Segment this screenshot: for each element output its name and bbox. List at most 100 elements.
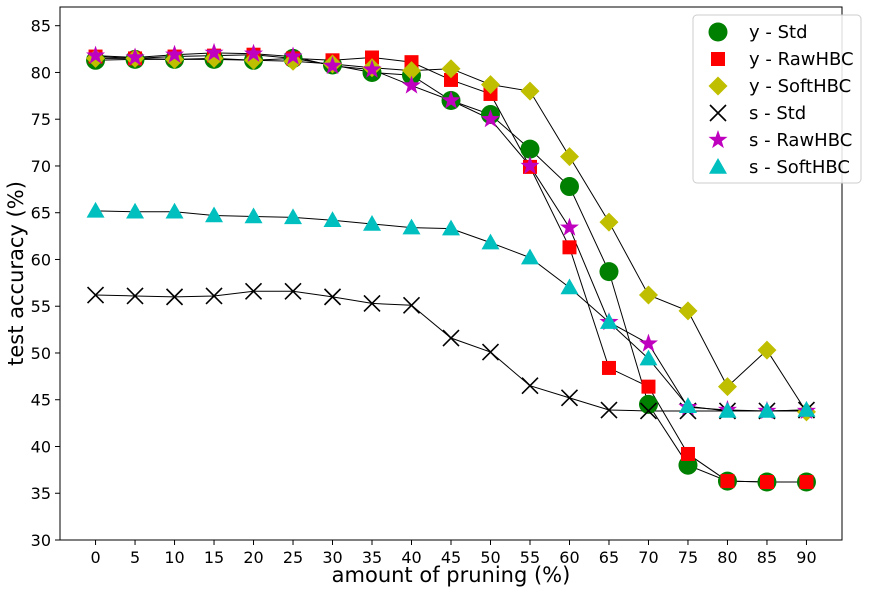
- data-point: [323, 211, 342, 227]
- x-tick-label: 85: [757, 548, 777, 567]
- data-point: [520, 155, 540, 175]
- x-tick-label: 80: [717, 548, 737, 567]
- data-point: [86, 286, 105, 304]
- data-point: [638, 333, 658, 352]
- y-tick-label: 45: [31, 391, 51, 410]
- data-point: [757, 340, 777, 360]
- data-point: [480, 75, 500, 95]
- x-tick-label: 0: [90, 548, 100, 567]
- y-tick-label: 85: [31, 17, 51, 36]
- x-axis-label: amount of pruning (%): [332, 563, 571, 587]
- data-point: [86, 45, 106, 64]
- y-tick-label: 50: [31, 344, 51, 363]
- y-tick-label: 30: [31, 531, 51, 550]
- data-point: [365, 50, 380, 65]
- x-tick-label: 5: [130, 548, 140, 567]
- y-tick-label: 55: [31, 297, 51, 316]
- data-point: [244, 282, 263, 300]
- x-tick-label: 70: [638, 548, 658, 567]
- y-axis-ticks: 30 35 40 45 50 55 60 65 70 75 80 85: [31, 17, 60, 550]
- data-point: [244, 207, 263, 224]
- x-axis-ticks: 0 5 10 15 20 25 30 35 40 45 50 55 60 65 70 75 80 85 90: [90, 540, 817, 567]
- x-tick-label: 50: [480, 548, 500, 567]
- x-tick-label: 65: [599, 548, 619, 567]
- legend-box: [692, 14, 862, 184]
- data-point: [639, 349, 658, 366]
- data-point: [639, 402, 658, 420]
- legend: y - Std y - RawHBC y - SoftHBC s - Std s - R…: [692, 14, 862, 184]
- series-line-3: [95, 290, 807, 412]
- data-point: [244, 43, 264, 62]
- data-point: [638, 285, 658, 305]
- data-point: [601, 360, 616, 375]
- y-axis-label: test accuracy (%): [4, 181, 28, 366]
- x-tick-label: 15: [204, 548, 224, 567]
- x-tick-label: 75: [678, 548, 698, 567]
- data-point: [442, 219, 460, 236]
- data-point: [86, 201, 105, 218]
- data-point: [284, 282, 302, 300]
- data-point: [562, 240, 577, 255]
- data-point: [638, 394, 658, 414]
- x-tick-label: 45: [441, 548, 461, 567]
- data-point: [720, 474, 735, 489]
- data-point: [126, 202, 145, 219]
- series-markers: [86, 42, 816, 492]
- y-tick-label: 70: [31, 157, 51, 176]
- data-point: [718, 401, 737, 418]
- series-line-5: [95, 210, 807, 412]
- data-point: [717, 377, 737, 397]
- data-point: [481, 343, 500, 361]
- legend-marker: [708, 22, 728, 42]
- data-point: [205, 287, 223, 305]
- data-point: [244, 50, 264, 70]
- x-tick-label: 10: [164, 548, 184, 567]
- legend-label: y - SoftHBC: [749, 76, 851, 97]
- legend-label: y - RawHBC: [749, 49, 854, 70]
- data-point: [797, 401, 816, 417]
- data-point: [284, 208, 303, 225]
- data-point: [323, 55, 343, 74]
- data-point: [402, 218, 421, 235]
- data-point: [520, 139, 540, 159]
- data-point: [165, 44, 185, 63]
- legend-marker: [711, 52, 725, 66]
- data-point: [441, 90, 461, 109]
- data-point: [678, 397, 697, 414]
- y-tick-label: 80: [31, 63, 51, 82]
- data-point: [441, 59, 461, 79]
- y-tick-label: 40: [31, 437, 51, 456]
- x-tick-label: 25: [283, 548, 303, 567]
- data-point: [401, 75, 422, 94]
- data-point: [520, 81, 540, 101]
- data-point: [402, 61, 422, 81]
- data-point: [559, 147, 579, 167]
- data-point: [560, 278, 579, 295]
- data-point: [680, 446, 695, 461]
- legend-label: s - RawHBC: [749, 130, 852, 151]
- data-point: [600, 401, 618, 419]
- data-point: [323, 288, 342, 306]
- legend-label: y - Std: [749, 22, 808, 43]
- data-point: [363, 214, 382, 231]
- legend-marker: [708, 76, 728, 96]
- data-point: [481, 233, 500, 250]
- legend-label: s - Std: [749, 103, 806, 124]
- data-point: [599, 212, 619, 232]
- y-tick-label: 75: [31, 110, 51, 129]
- data-point: [757, 401, 776, 418]
- data-point: [678, 301, 698, 321]
- x-tick-label: 30: [322, 548, 342, 567]
- y-tick-label: 35: [31, 484, 51, 503]
- x-tick-label: 40: [401, 548, 421, 567]
- data-point: [560, 389, 579, 407]
- legend-marker: [709, 104, 727, 122]
- data-point: [165, 288, 184, 306]
- x-tick-label: 90: [796, 548, 816, 567]
- data-point: [799, 475, 814, 490]
- data-point: [559, 217, 579, 236]
- data-point: [520, 248, 539, 265]
- data-point: [480, 109, 501, 128]
- data-point: [559, 177, 579, 197]
